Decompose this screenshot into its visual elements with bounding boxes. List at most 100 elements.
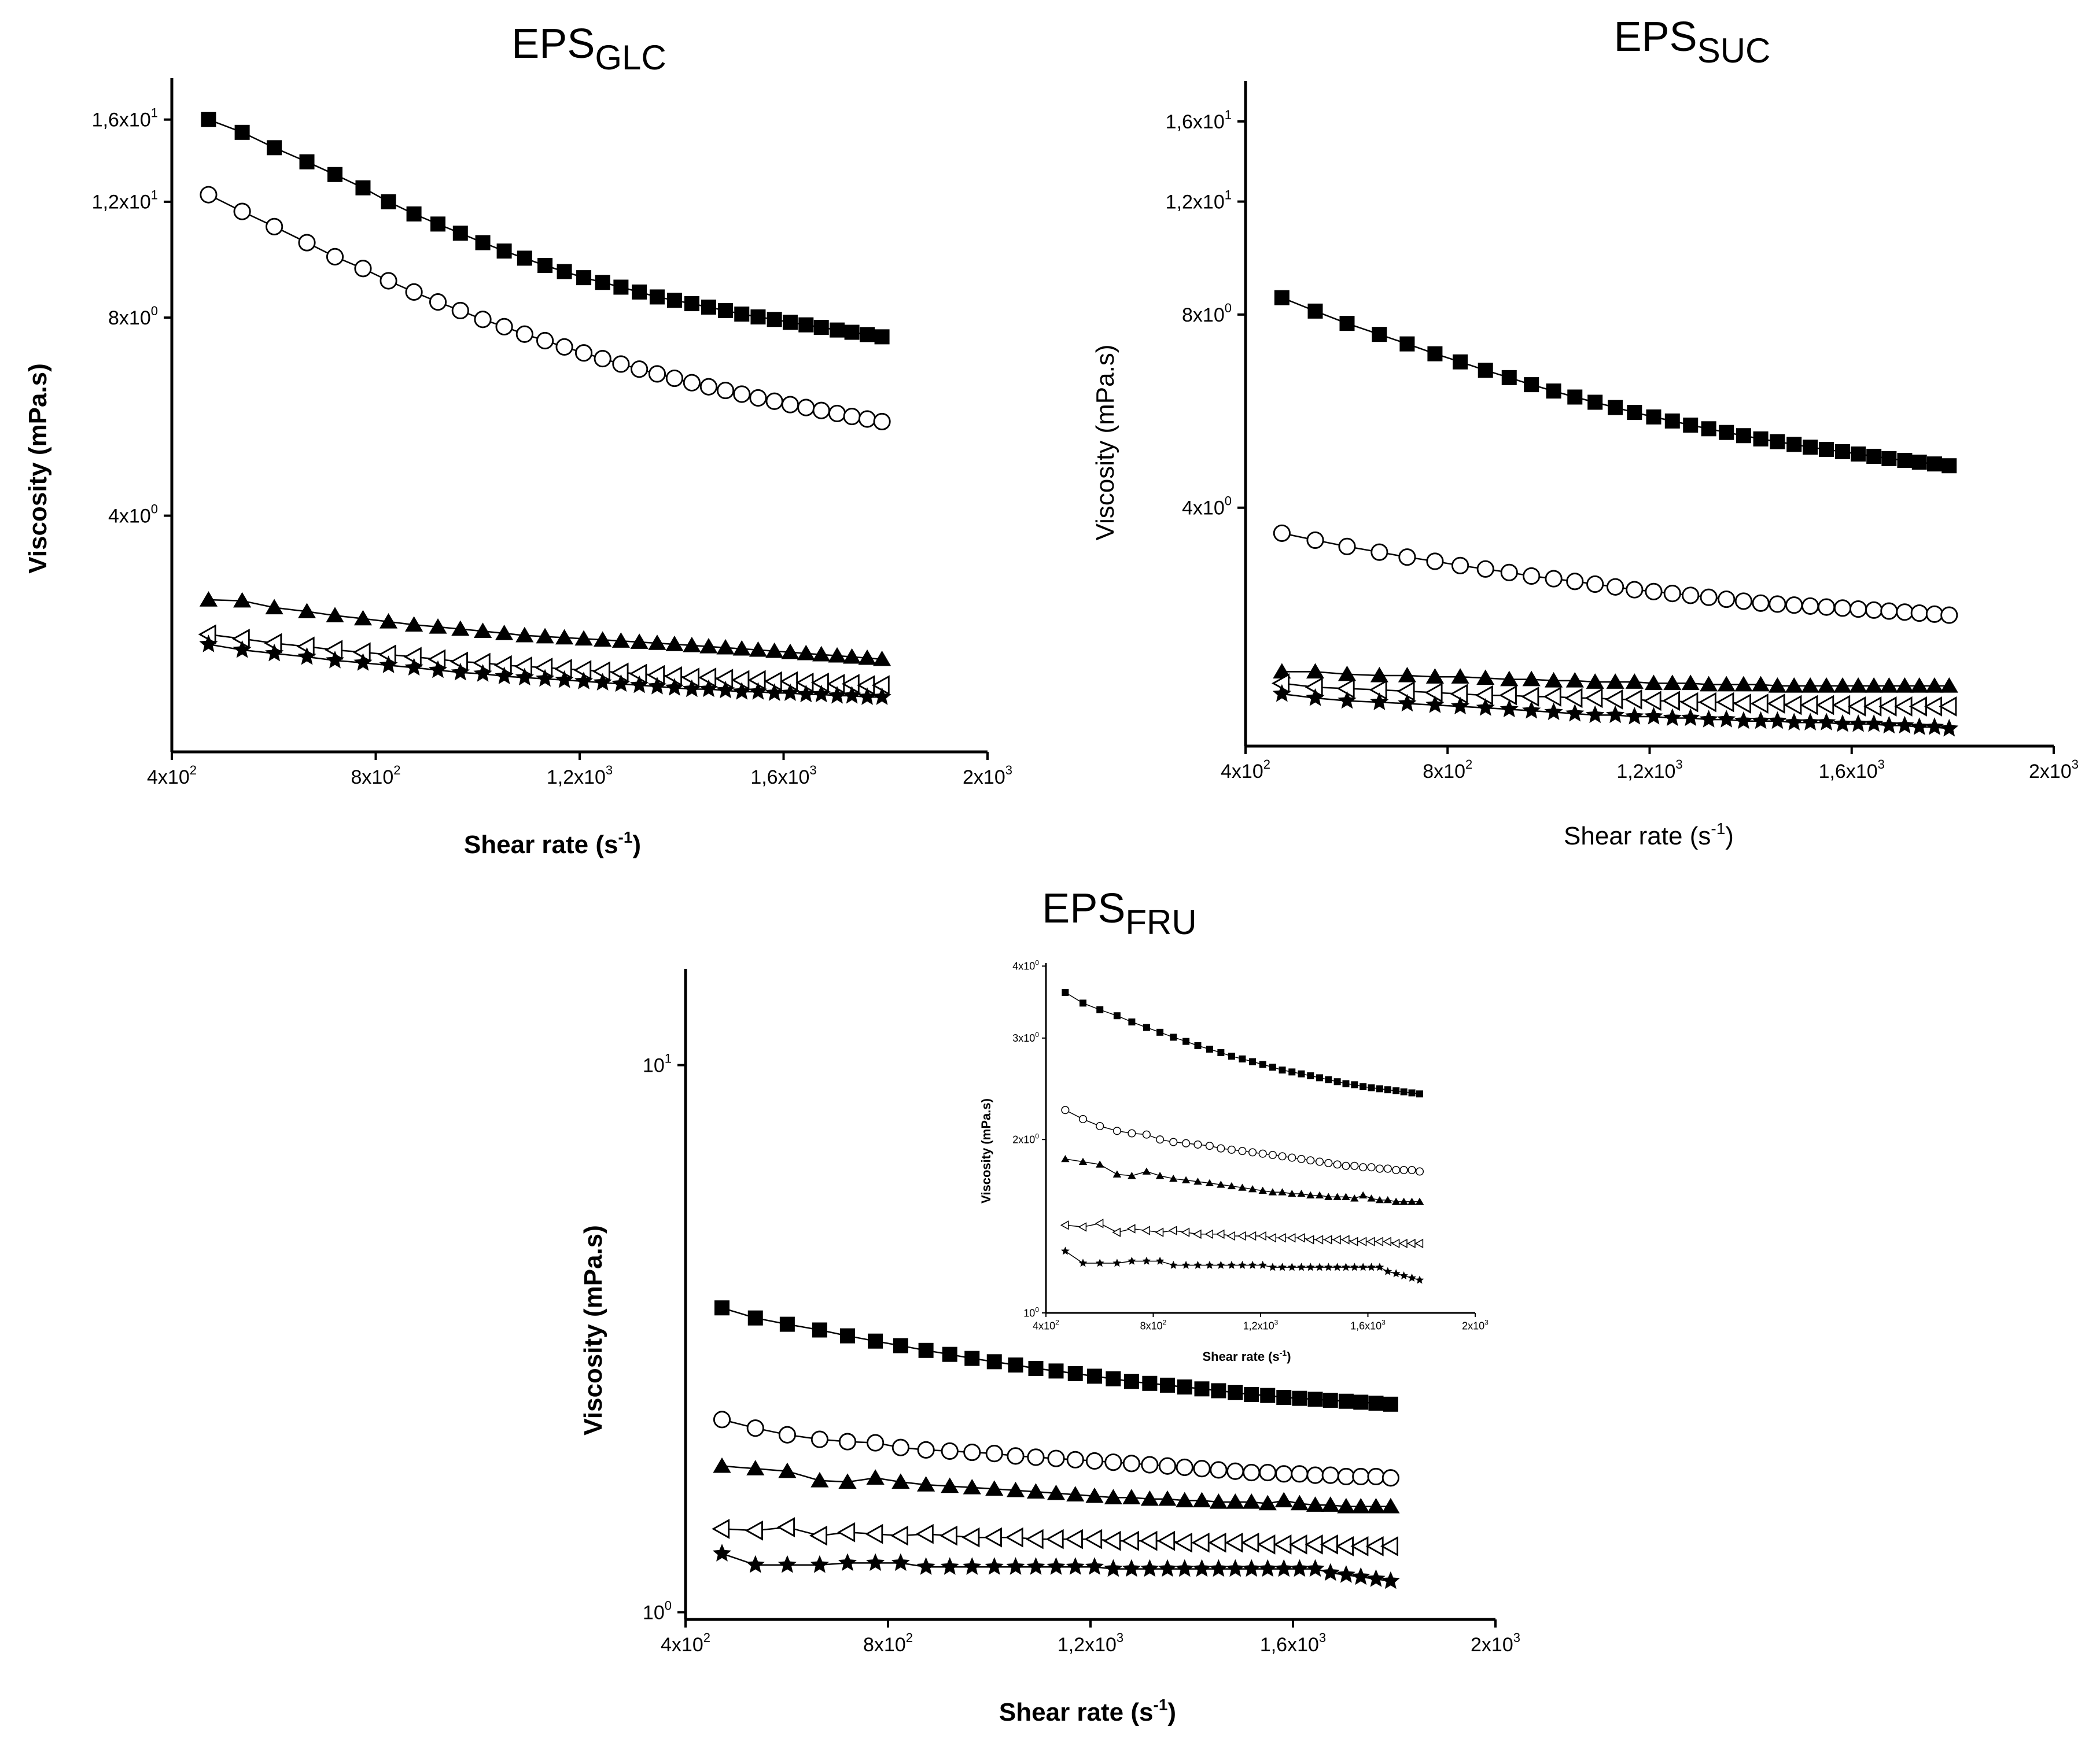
fru-inset-y-tick-label-1: 2x100 <box>1012 1132 1039 1145</box>
suc-series-5-point-7 <box>1476 698 1495 716</box>
fru-inset-series-2-point-18 <box>1288 1153 1296 1162</box>
suc-series-3-point-3 <box>1370 667 1388 682</box>
fru-inset-series-1-point-3 <box>1113 1012 1121 1020</box>
glc-series-2-point-19 <box>648 365 666 383</box>
fru-inset-series-1-point-1 <box>1079 999 1086 1007</box>
glc-series-5-point-17 <box>611 674 631 692</box>
suc-series-3-point-26 <box>1833 677 1852 693</box>
fru-inset-series-4-point-5 <box>1141 1226 1151 1235</box>
fru-series-4-point-10 <box>983 1527 1002 1548</box>
glc-series-1-point-10 <box>475 235 491 250</box>
fru-inset-series-2-point-5 <box>1142 1130 1151 1139</box>
fru-series-4-point-26 <box>1273 1534 1292 1555</box>
fru-series-3-point-4 <box>838 1473 857 1489</box>
glc-series-3-point-5 <box>353 610 373 626</box>
fru-series-4-point-23 <box>1225 1532 1243 1553</box>
fru-series-5-point-25 <box>1258 1559 1277 1577</box>
suc-x-tick-label-0: 4x102 <box>1221 757 1270 783</box>
suc-series-3-point-6 <box>1451 668 1469 684</box>
suc-series-2-point-7 <box>1476 560 1494 578</box>
suc-series-3-point-9 <box>1522 670 1541 687</box>
suc-series-3-point-15 <box>1644 674 1663 691</box>
fru-series-2-point-5 <box>867 1434 885 1452</box>
suc-x-tick-label-3: 1,6x103 <box>1819 757 1885 783</box>
glc-series-3-point-27 <box>781 643 800 659</box>
fru-series-2-point-15 <box>1085 1452 1104 1470</box>
glc-series-2-point-25 <box>749 389 767 407</box>
glc-series-5-point-9 <box>451 662 470 681</box>
suc-series-2-point-30 <box>1896 603 1914 621</box>
fru-series-3-point-20 <box>1176 1492 1194 1508</box>
glc-series-1-point-32 <box>860 327 875 342</box>
fru-series-3-point-32 <box>1366 1497 1386 1514</box>
fru-inset-series-2-point-25 <box>1350 1161 1359 1170</box>
suc-series-1-point-14 <box>1627 405 1642 420</box>
fru-inset-series-3-point-11 <box>1217 1180 1225 1188</box>
fru-inset-series-5-point-8 <box>1181 1260 1191 1269</box>
suc-series-1-point-12 <box>1587 394 1603 410</box>
fru-series-4-point-28 <box>1305 1534 1323 1555</box>
suc-series-1-point-15 <box>1646 409 1661 425</box>
fru-inset-series-5-point-14 <box>1248 1260 1257 1269</box>
glc-title: EPSGLC <box>511 21 666 77</box>
suc-series-2-point-18 <box>1700 588 1718 606</box>
fru-series-5-point-0 <box>712 1544 732 1562</box>
glc-series-5-point-32 <box>858 687 877 705</box>
fru-series-2-point-22 <box>1210 1461 1228 1479</box>
glc-series-5-point-6 <box>379 655 398 673</box>
fru-series-3-point-30 <box>1337 1497 1355 1514</box>
fru-inset-series-5-point-25 <box>1350 1263 1359 1271</box>
fru-inset-series-1-point-33 <box>1416 1090 1424 1098</box>
fru-series-3-point-7 <box>917 1476 935 1492</box>
fru-series-4-point-1 <box>745 1520 763 1541</box>
suc-series-2-point-19 <box>1718 590 1736 608</box>
suc-series-5-point-18 <box>1699 710 1718 728</box>
fru-inset-series-5-point-17 <box>1278 1263 1287 1271</box>
suc-series-2-point-21 <box>1752 594 1770 612</box>
fru-x-tick-label-0: 4x102 <box>661 1630 710 1656</box>
fru-inset-series-3-point-7 <box>1169 1175 1178 1182</box>
fru-series-5-point-28 <box>1306 1559 1325 1577</box>
suc-series-5-point-6 <box>1451 696 1470 715</box>
suc-series-3-point-17 <box>1681 674 1700 691</box>
suc-series-3-point-0 <box>1273 663 1291 679</box>
fru-inset-y-axis-title: Viscosity (mPa.s) <box>979 1098 993 1204</box>
glc-series-5-point-15 <box>574 671 594 689</box>
fru-series-5-point-19 <box>1158 1559 1177 1577</box>
fru-inset-series-4-point-30 <box>1391 1238 1400 1249</box>
fru-series-3-point-2 <box>778 1462 797 1478</box>
suc-series-3-point-30 <box>1895 677 1914 693</box>
suc-series-4-point-11 <box>1564 688 1583 709</box>
fru-inset-series-2-point-8 <box>1182 1139 1191 1147</box>
glc-series-5-line <box>208 643 882 698</box>
fru-series-3-point-14 <box>1066 1486 1085 1501</box>
suc-series-5-point-19 <box>1717 710 1736 728</box>
fru-series-3-point-26 <box>1274 1492 1293 1508</box>
fru-series-1-point-25 <box>1260 1388 1276 1403</box>
fru-series-5-point-6 <box>891 1553 910 1571</box>
fru-series-3-point-27 <box>1290 1495 1309 1511</box>
fru-inset-series-1-point-31 <box>1400 1088 1408 1095</box>
suc-series-5-point-10 <box>1544 702 1563 720</box>
fru-inset-series-4-point-13 <box>1237 1231 1246 1241</box>
fru-series-4-point-27 <box>1289 1534 1307 1555</box>
glc-series-2-point-8 <box>429 293 447 311</box>
fru-series-4-point-7 <box>915 1523 934 1544</box>
fru-series-2-point-19 <box>1158 1457 1177 1475</box>
suc-series-2-point-24 <box>1801 597 1819 615</box>
glc-series-3-point-6 <box>379 612 398 629</box>
suc-series-4-point-9 <box>1521 687 1539 707</box>
glc-series-3-point-2 <box>265 599 283 615</box>
glc-series-5-point-2 <box>265 643 284 662</box>
fru-inset-series-3-point-22 <box>1324 1193 1333 1200</box>
suc-series-5-point-4 <box>1398 693 1417 712</box>
fru-inset-series-3-point-8 <box>1181 1176 1191 1183</box>
glc-series-3-point-11 <box>495 625 514 640</box>
fru-inset-series-5-point-5 <box>1142 1256 1151 1265</box>
suc-series-1-point-19 <box>1719 425 1734 440</box>
fru-inset-series-4-point-27 <box>1366 1237 1375 1246</box>
suc-series-4-point-5 <box>1424 682 1443 703</box>
glc-series-3-point-7 <box>404 616 423 632</box>
fru-series-5-point-2 <box>778 1555 797 1573</box>
fru-series-4-point-13 <box>1045 1529 1064 1549</box>
